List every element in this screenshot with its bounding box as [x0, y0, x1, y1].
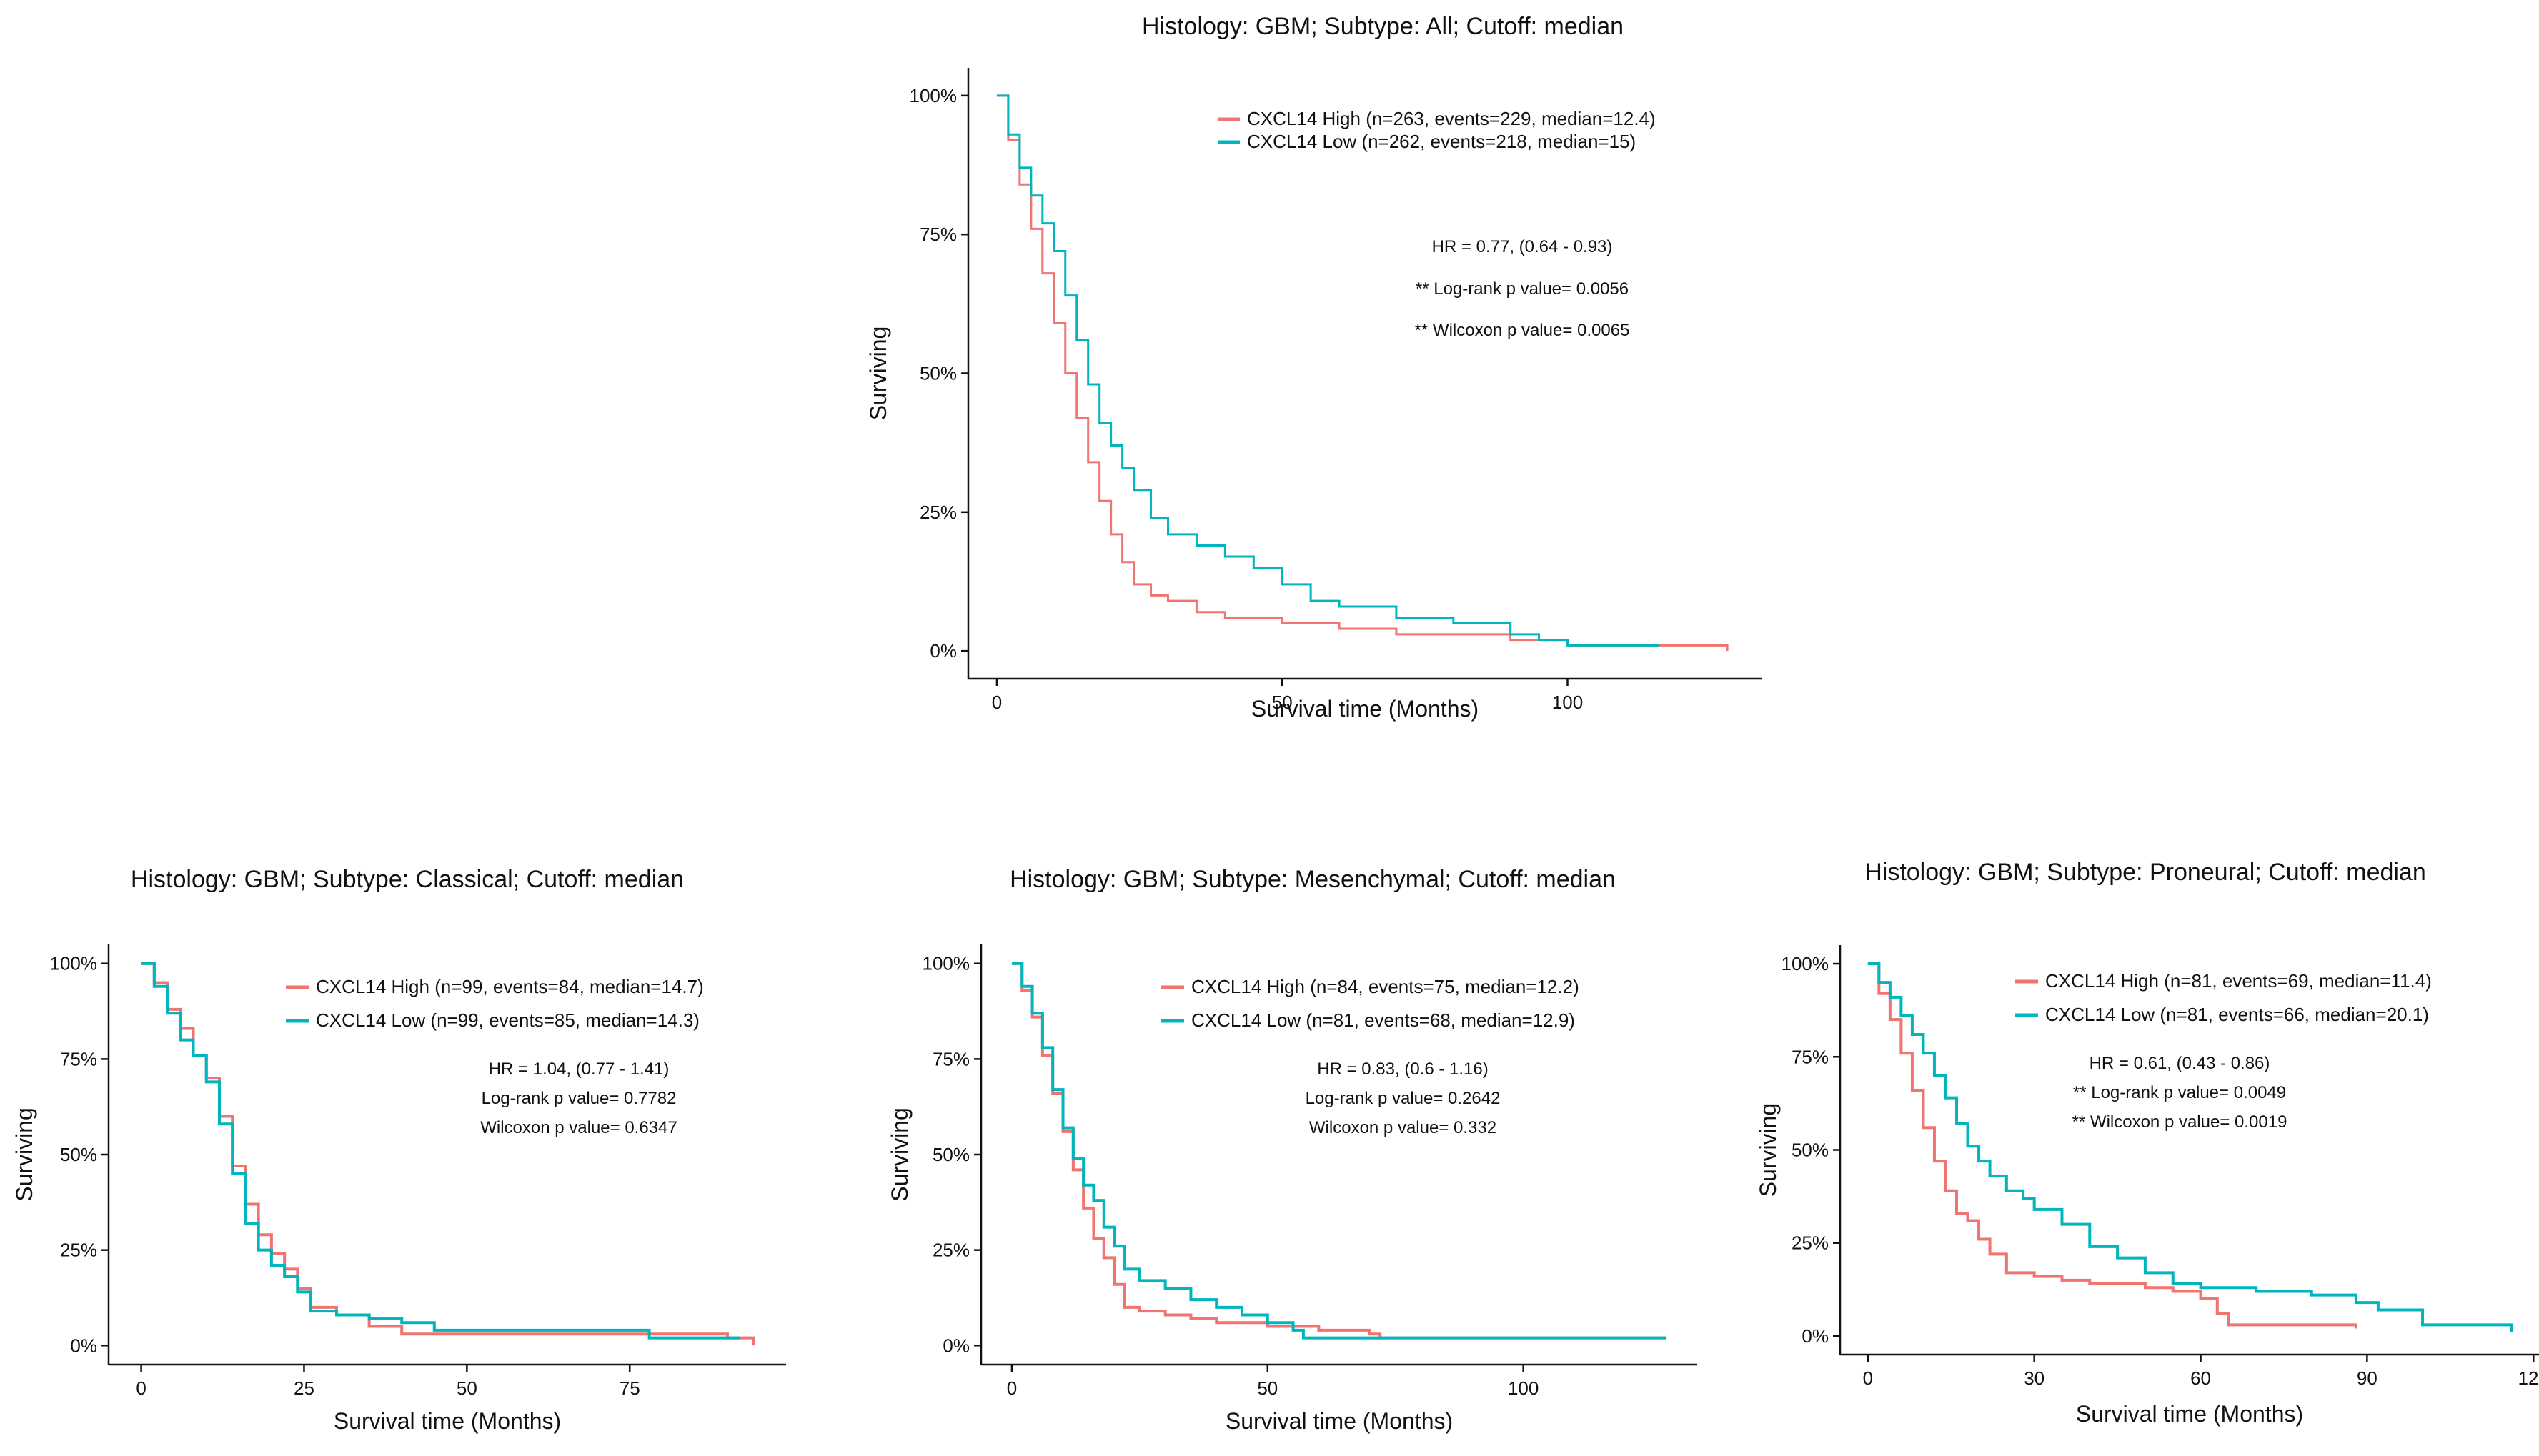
survival-curve-high-all [996, 94, 1729, 652]
km-chart-proneural: Histology: GBM; Subtype: Proneural; Cuto… [1744, 843, 2539, 1452]
survival-curve-low-all [996, 94, 1659, 647]
y-tick-label: 75% [1792, 1046, 1829, 1067]
stat-annotation: Log-rank p value= 0.7782 [482, 1089, 677, 1108]
x-axis-label: Survival time (Months) [334, 1408, 561, 1434]
y-tick-label: 100% [910, 85, 958, 106]
x-tick-label: 0 [1007, 1377, 1017, 1399]
stat-annotation: HR = 0.77, (0.64 - 0.93) [1432, 237, 1613, 256]
x-tick-label: 30 [2024, 1367, 2044, 1389]
legend-label-high: CXCL14 High (n=81, events=69, median=11.… [2045, 970, 2432, 992]
y-axis-label: Surviving [887, 1107, 913, 1202]
x-tick-label: 0 [136, 1377, 146, 1399]
y-tick-label: 100% [1782, 953, 1829, 974]
km-chart-mesenchymal-svg: Histology: GBM; Subtype: Mesenchymal; Cu… [887, 866, 1697, 1434]
stat-annotation: Wilcoxon p value= 0.332 [1309, 1118, 1496, 1137]
y-tick-label: 25% [1792, 1232, 1829, 1254]
y-tick-label: 75% [60, 1048, 97, 1069]
y-axis-label: Surviving [865, 326, 891, 421]
x-tick-label: 60 [2190, 1367, 2211, 1389]
chart-title-all: Histology: GBM; Subtype: All; Cutoff: me… [1142, 13, 1624, 40]
x-tick-label: 100 [1552, 692, 1583, 713]
x-tick-label: 50 [457, 1377, 477, 1399]
survival-curve-low-mesenchymal [1011, 962, 1667, 1340]
legend-label-high: CXCL14 High (n=84, events=75, median=12.… [1191, 976, 1579, 997]
km-chart-all-svg: Histology: GBM; Subtype: All; Cutoff: me… [865, 13, 1762, 722]
stat-annotation: HR = 0.83, (0.6 - 1.16) [1317, 1059, 1488, 1079]
x-tick-label: 100 [1508, 1377, 1539, 1399]
chart-title-classical: Histology: GBM; Subtype: Classical; Cuto… [131, 866, 684, 893]
x-tick-label: 90 [2357, 1367, 2377, 1389]
y-tick-label: 25% [60, 1240, 97, 1261]
y-tick-label: 75% [933, 1048, 970, 1069]
x-tick-label: 120 [2518, 1367, 2539, 1389]
stat-annotation: HR = 0.61, (0.43 - 0.86) [2090, 1054, 2270, 1073]
survival-curve-high-mesenchymal [1011, 962, 1667, 1340]
y-tick-label: 0% [943, 1335, 970, 1356]
km-chart-classical: Histology: GBM; Subtype: Classical; Cuto… [0, 850, 822, 1452]
y-tick-label: 25% [920, 502, 957, 523]
x-tick-label: 50 [1272, 692, 1293, 713]
legend-label-low: CXCL14 Low (n=99, events=85, median=14.3… [316, 1009, 700, 1031]
y-tick-label: 25% [933, 1240, 970, 1261]
stat-annotation: ** Wilcoxon p value= 0.0019 [2072, 1112, 2287, 1132]
y-tick-label: 50% [1792, 1140, 1829, 1161]
survival-curve-high-proneural [1867, 962, 2357, 1329]
y-tick-label: 0% [930, 640, 957, 662]
y-tick-label: 50% [933, 1144, 970, 1165]
legend-label-low: CXCL14 Low (n=81, events=66, median=20.1… [2045, 1004, 2429, 1025]
stat-annotation: ** Wilcoxon p value= 0.0065 [1415, 321, 1630, 340]
y-tick-label: 0% [70, 1335, 97, 1356]
legend-label-high: CXCL14 High (n=99, events=84, median=14.… [316, 976, 704, 997]
km-chart-proneural-svg: Histology: GBM; Subtype: Proneural; Cuto… [1755, 859, 2539, 1427]
km-chart-classical-svg: Histology: GBM; Subtype: Classical; Cuto… [11, 866, 786, 1434]
x-tick-label: 0 [1863, 1367, 1873, 1389]
x-tick-label: 0 [992, 692, 1002, 713]
stat-annotation: Log-rank p value= 0.2642 [1306, 1089, 1501, 1108]
survival-curve-low-proneural [1867, 962, 2513, 1332]
y-axis-label: Surviving [11, 1107, 37, 1202]
legend-label-low: CXCL14 Low (n=262, events=218, median=15… [1247, 131, 1636, 152]
x-tick-label: 75 [620, 1377, 640, 1399]
km-chart-all: Histology: GBM; Subtype: All; Cutoff: me… [843, 0, 1829, 729]
x-axis-label: Survival time (Months) [1251, 696, 1479, 722]
y-tick-label: 50% [60, 1144, 97, 1165]
y-tick-label: 50% [920, 363, 957, 384]
x-axis-label: Survival time (Months) [1226, 1408, 1453, 1434]
stat-annotation: ** Log-rank p value= 0.0056 [1416, 279, 1629, 299]
y-tick-label: 0% [1802, 1325, 1829, 1347]
y-tick-label: 100% [923, 953, 970, 974]
legend-label-high: CXCL14 High (n=263, events=229, median=1… [1247, 108, 1656, 129]
x-axis-label: Survival time (Months) [2076, 1401, 2303, 1427]
stat-annotation: ** Log-rank p value= 0.0049 [2073, 1083, 2286, 1102]
y-axis-label: Surviving [1755, 1103, 1781, 1197]
survival-curve-low-classical [141, 962, 741, 1340]
chart-title-proneural: Histology: GBM; Subtype: Proneural; Cuto… [1864, 859, 2426, 886]
x-tick-label: 25 [294, 1377, 314, 1399]
stat-annotation: HR = 1.04, (0.77 - 1.41) [489, 1059, 670, 1079]
km-chart-mesenchymal: Histology: GBM; Subtype: Mesenchymal; Cu… [875, 850, 1697, 1452]
legend-label-low: CXCL14 Low (n=81, events=68, median=12.9… [1191, 1009, 1575, 1031]
stat-annotation: Wilcoxon p value= 0.6347 [480, 1118, 677, 1137]
x-tick-label: 50 [1257, 1377, 1278, 1399]
y-tick-label: 75% [920, 224, 957, 245]
y-tick-label: 100% [50, 953, 98, 974]
chart-title-mesenchymal: Histology: GBM; Subtype: Mesenchymal; Cu… [1010, 866, 1616, 893]
